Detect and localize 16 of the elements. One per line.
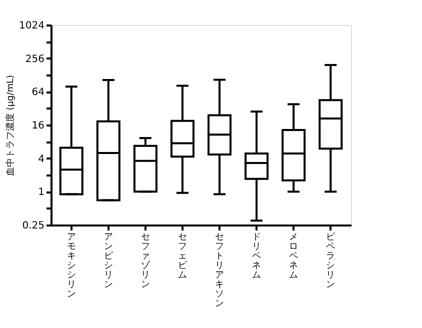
y-axis-title: 血中トラフ濃度 (μg/mL) — [5, 74, 16, 176]
y-tick-label: 4 — [38, 154, 44, 165]
y-tick-label: 64 — [32, 87, 44, 98]
x-tick-label: メロペネム — [289, 232, 298, 280]
y-tick-label: 256 — [25, 54, 44, 65]
x-tick-label: セフトリアキソン — [215, 232, 224, 309]
y-tick-label: 1 — [38, 187, 44, 198]
y-tick-label: 1024 — [19, 20, 44, 32]
x-tick-label: セフェピム — [178, 232, 187, 280]
x-tick-label: ドリペネム — [252, 232, 262, 280]
x-tick-label: セファゾリン — [140, 232, 151, 290]
x-tick-label: アモキシシリン — [66, 232, 76, 300]
y-tick-label: 0.25 — [22, 220, 44, 232]
y-tick-label: 16 — [32, 120, 44, 132]
x-tick-label: ピペラシリン — [326, 232, 336, 290]
x-tick-label: アンピシリン — [104, 232, 113, 290]
